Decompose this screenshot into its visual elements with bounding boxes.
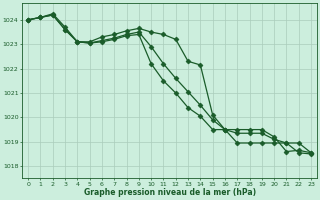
X-axis label: Graphe pression niveau de la mer (hPa): Graphe pression niveau de la mer (hPa) [84, 188, 256, 197]
